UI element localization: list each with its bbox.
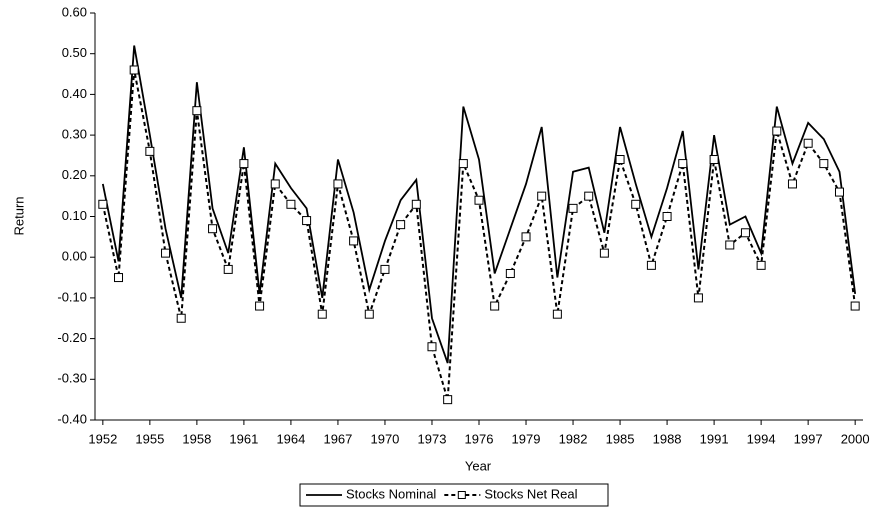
x-tick-label: 1970	[370, 431, 399, 446]
point-marker	[114, 273, 124, 283]
point-marker	[803, 138, 813, 148]
point-marker	[255, 301, 265, 311]
x-tick-label: 1964	[276, 431, 305, 446]
point-marker	[208, 224, 218, 234]
point-marker	[317, 309, 327, 319]
point-marker	[850, 301, 860, 311]
point-marker	[443, 395, 453, 405]
y-tick-label: 0.60	[62, 4, 87, 19]
point-marker	[161, 248, 171, 258]
y-tick-label: 0.50	[62, 45, 87, 60]
point-marker	[349, 236, 359, 246]
x-tick-label: 1988	[653, 431, 682, 446]
point-marker	[662, 212, 672, 221]
point-marker	[756, 260, 766, 270]
y-tick-label: 0.30	[62, 127, 87, 142]
point-marker	[709, 155, 719, 165]
x-tick-label: 1976	[465, 431, 494, 446]
point-marker	[427, 342, 437, 352]
x-tick-label: 1997	[794, 431, 823, 446]
point-marker	[834, 187, 844, 197]
y-axis-label: Return	[11, 196, 26, 235]
y-tick-label: 0.10	[62, 208, 87, 223]
point-marker	[333, 179, 343, 189]
point-marker	[474, 195, 484, 205]
x-tick-label: 1994	[747, 431, 776, 446]
legend-label: Stocks Nominal	[346, 486, 436, 501]
x-tick-label: 1991	[700, 431, 729, 446]
y-tick-label: -0.10	[57, 289, 87, 304]
point-marker	[286, 199, 296, 209]
point-marker	[396, 220, 406, 230]
point-marker	[145, 146, 155, 156]
x-tick-label: 1961	[229, 431, 258, 446]
y-tick-label: -0.40	[57, 411, 87, 426]
x-tick-label: 1973	[418, 431, 447, 446]
point-marker	[740, 228, 750, 238]
y-tick-label: -0.20	[57, 330, 87, 345]
point-marker	[631, 199, 641, 209]
point-marker	[787, 179, 797, 189]
point-marker	[552, 309, 562, 319]
x-tick-label: 2000	[841, 431, 870, 446]
point-marker	[537, 191, 547, 201]
x-tick-label: 1958	[182, 431, 211, 446]
point-marker	[223, 264, 233, 274]
point-marker	[521, 232, 531, 242]
series-line	[101, 45, 857, 364]
point-marker	[364, 309, 374, 319]
point-marker	[819, 159, 829, 169]
point-marker	[505, 268, 515, 278]
point-marker	[725, 240, 735, 250]
y-tick-label: 0.20	[62, 167, 87, 182]
x-tick-label: 1985	[606, 431, 635, 446]
point-marker	[693, 293, 703, 303]
x-tick-label: 1967	[323, 431, 352, 446]
point-marker	[98, 199, 108, 209]
point-marker	[129, 65, 139, 75]
legend-marker	[457, 491, 466, 499]
point-marker	[411, 199, 421, 209]
point-marker	[646, 260, 656, 270]
point-marker	[568, 203, 578, 213]
point-marker	[302, 216, 312, 226]
point-marker	[458, 159, 468, 169]
y-tick-label: 0.00	[62, 249, 87, 264]
point-marker	[239, 159, 249, 169]
point-marker	[584, 191, 594, 201]
point-marker	[192, 106, 202, 116]
x-tick-label: 1979	[512, 431, 541, 446]
y-tick-label: 0.40	[62, 86, 87, 101]
point-marker	[490, 301, 500, 311]
point-marker	[678, 159, 688, 169]
point-marker	[599, 248, 609, 258]
point-marker	[615, 155, 625, 165]
legend-label: Stocks Net Real	[484, 486, 577, 501]
legend-box	[299, 483, 609, 507]
point-marker	[380, 264, 390, 274]
point-marker	[270, 179, 280, 189]
y-tick-label: -0.30	[57, 371, 87, 386]
point-marker	[176, 313, 186, 323]
x-axis-label: Year	[465, 458, 492, 473]
x-tick-label: 1952	[88, 431, 117, 446]
point-marker	[772, 126, 782, 136]
x-tick-label: 1955	[135, 431, 164, 446]
x-tick-label: 1982	[559, 431, 588, 446]
